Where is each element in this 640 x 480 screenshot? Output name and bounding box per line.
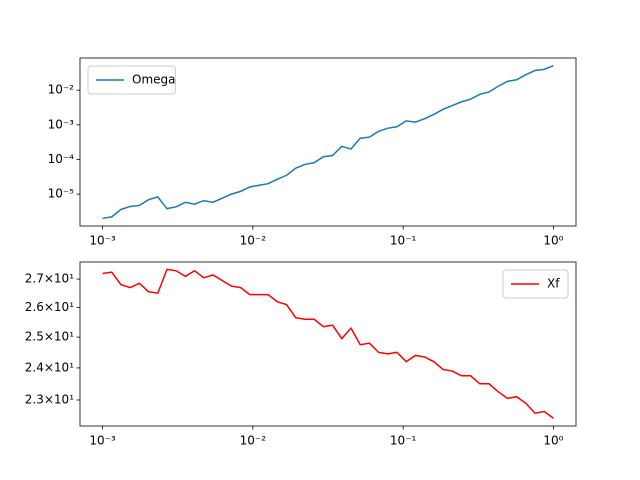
y-tick-label: 10⁻³	[48, 117, 75, 131]
y-tick-label: 2.3×10¹	[25, 392, 74, 406]
y-tick-label: 10⁻⁵	[48, 187, 75, 201]
legend-label: Xf	[547, 277, 560, 291]
y-tick-label: 2.7×10¹	[25, 272, 74, 286]
data-line	[102, 64, 554, 220]
y-tick-label: 2.4×10¹	[25, 360, 74, 374]
data-line	[102, 268, 554, 419]
x-tick-label: 10⁰	[543, 234, 563, 248]
legend-label: Omega	[132, 73, 176, 87]
legend-box	[87, 65, 176, 95]
axes-frame	[79, 57, 577, 227]
x-tick-label: 10⁻²	[240, 434, 267, 448]
x-tick-label: 10⁻¹	[390, 234, 417, 248]
x-tick-label: 10⁰	[543, 434, 563, 448]
x-tick-label: 10⁻³	[89, 234, 116, 248]
y-tick-label: 10⁻²	[48, 83, 75, 97]
x-tick-label: 10⁻³	[89, 434, 116, 448]
x-tick-label: 10⁻¹	[390, 434, 417, 448]
axes-frame	[79, 261, 577, 427]
y-tick-label: 2.5×10¹	[25, 330, 74, 344]
y-tick-label: 10⁻⁴	[48, 152, 75, 166]
x-tick-label: 10⁻²	[240, 234, 267, 248]
y-tick-label: 2.6×10¹	[25, 300, 74, 314]
